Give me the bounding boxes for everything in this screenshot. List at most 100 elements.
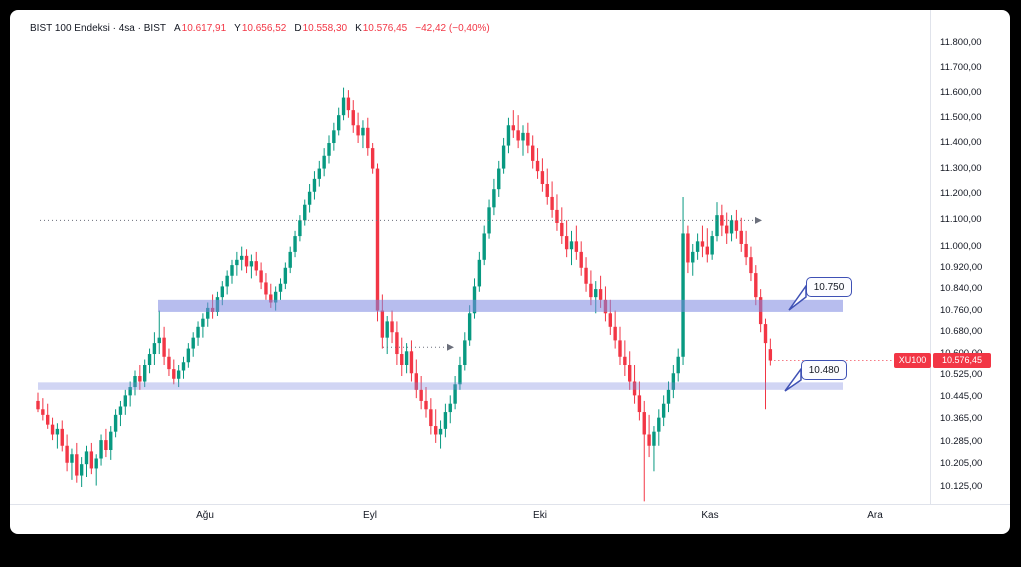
horizontal-band[interactable] xyxy=(158,299,843,312)
candle xyxy=(240,246,244,271)
candle-body xyxy=(191,337,195,349)
candle xyxy=(443,403,448,438)
candle xyxy=(46,403,50,429)
candle-body xyxy=(94,458,98,469)
candle-body xyxy=(65,445,69,463)
candle-body xyxy=(579,251,583,268)
candle-body xyxy=(298,220,302,237)
candle-body xyxy=(710,236,714,255)
candle xyxy=(618,326,622,366)
candle-body xyxy=(206,307,210,319)
candle xyxy=(36,392,40,413)
candle-body xyxy=(487,207,491,234)
time-axis-separator xyxy=(10,504,1010,505)
candle xyxy=(293,230,297,258)
candle xyxy=(434,409,438,443)
candle xyxy=(642,400,646,502)
candle-body xyxy=(511,125,515,131)
candle-body xyxy=(623,356,627,366)
candle xyxy=(79,457,84,487)
candle-body xyxy=(482,233,486,260)
last-price-badge[interactable]: 10.576,45 xyxy=(933,352,991,368)
candle-body xyxy=(176,370,181,379)
candle-body xyxy=(516,130,520,141)
symbol-badge[interactable]: XU100 xyxy=(894,352,931,368)
close-key: K xyxy=(355,23,362,34)
candle-body xyxy=(143,365,147,382)
candle-body xyxy=(366,127,370,149)
candle xyxy=(356,112,360,144)
candle xyxy=(637,381,642,421)
candle-body xyxy=(128,387,132,396)
candle-body xyxy=(337,115,341,131)
candle-body xyxy=(317,168,321,179)
candle xyxy=(739,217,743,252)
candle-body xyxy=(303,204,307,221)
close-value: 10.576,45 xyxy=(362,23,408,34)
candle-body xyxy=(695,241,700,252)
candle-body xyxy=(89,451,94,469)
candle-body xyxy=(269,294,273,303)
candle xyxy=(409,340,414,382)
candle-body xyxy=(341,97,346,116)
candle-body xyxy=(249,261,254,267)
candle xyxy=(225,270,229,295)
candle-body xyxy=(400,354,404,366)
candle xyxy=(744,230,748,266)
candle xyxy=(303,199,307,226)
candle xyxy=(118,400,123,427)
candle xyxy=(278,278,283,300)
candle xyxy=(307,184,312,213)
horizontal-band[interactable] xyxy=(38,382,843,390)
candle xyxy=(492,178,496,216)
chart-plot[interactable] xyxy=(10,10,1010,534)
symbol-title[interactable]: BIST 100 Endeksi · 4sa · BIST xyxy=(30,23,166,34)
candle xyxy=(191,332,195,357)
candle-body xyxy=(123,395,127,407)
candle-body xyxy=(734,220,739,231)
candle xyxy=(147,348,152,374)
candle xyxy=(404,343,409,374)
candle xyxy=(55,423,60,449)
candle xyxy=(472,278,477,319)
candle-body xyxy=(560,222,564,237)
candle xyxy=(75,442,79,483)
chart-legend[interactable]: BIST 100 Endeksi · 4sa · BIST A 10.617,91… xyxy=(30,23,490,34)
candle-body xyxy=(307,191,312,205)
candle-body xyxy=(409,351,414,374)
candle xyxy=(691,243,695,276)
candle xyxy=(288,246,292,274)
candle-body xyxy=(109,431,113,450)
candle-body xyxy=(84,451,89,465)
candle-body xyxy=(118,406,123,415)
candle-body xyxy=(152,343,157,355)
candle-body xyxy=(351,110,355,126)
candle xyxy=(429,398,433,435)
candle xyxy=(560,207,564,244)
candle xyxy=(720,204,724,237)
candle-body xyxy=(395,332,399,355)
candle-body xyxy=(453,384,457,404)
candle-body xyxy=(133,376,137,388)
candle xyxy=(196,321,200,346)
candle-body xyxy=(220,286,224,298)
candle-body xyxy=(526,132,530,146)
candle-body xyxy=(172,369,176,379)
price-callout-10480[interactable]: 10.480 xyxy=(801,360,847,380)
candle xyxy=(254,251,258,276)
open-value: 10.617,91 xyxy=(181,23,227,34)
candle-body xyxy=(686,233,690,263)
candle-body xyxy=(162,337,166,357)
candle-body xyxy=(225,275,229,287)
candle xyxy=(123,389,127,415)
ohlc-high: Y 10.656,52 xyxy=(234,23,286,34)
candle xyxy=(438,420,443,449)
candle xyxy=(99,434,103,466)
candle xyxy=(768,338,773,366)
high-key: Y xyxy=(234,23,241,34)
candle-body xyxy=(104,440,108,450)
candle xyxy=(497,160,501,197)
candle xyxy=(104,428,108,458)
candle-body xyxy=(240,255,244,260)
price-callout-10750[interactable]: 10.750 xyxy=(806,277,852,297)
